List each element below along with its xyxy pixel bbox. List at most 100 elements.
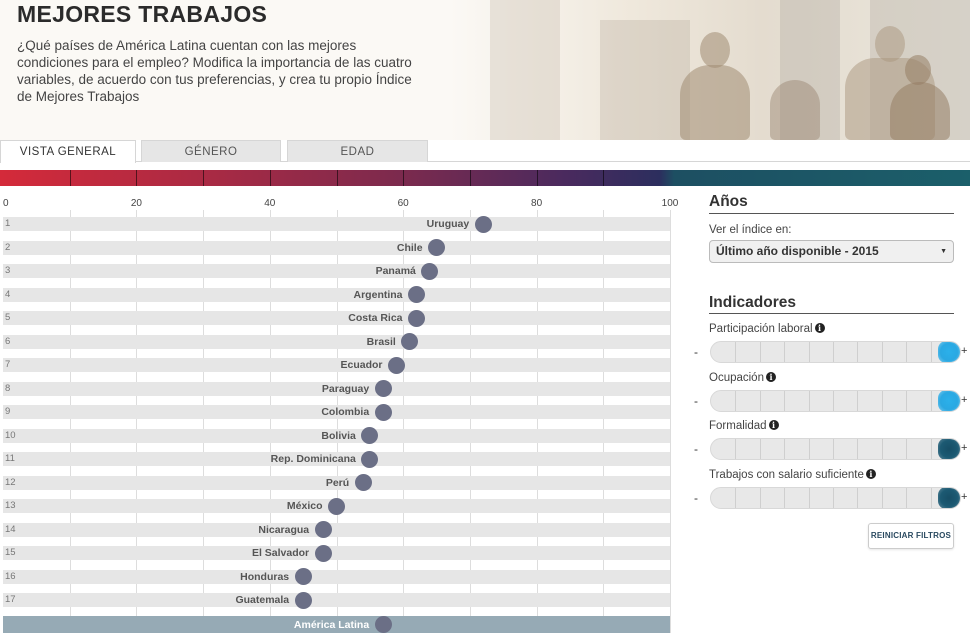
indicator-label-text: Trabajos con salario suficiente: [709, 469, 864, 481]
country-label: Bolivia: [321, 429, 356, 442]
data-point[interactable]: [294, 591, 312, 609]
table-row[interactable]: [3, 217, 670, 231]
table-row[interactable]: [3, 240, 670, 255]
info-icon[interactable]: i: [814, 323, 825, 333]
years-section-title: Años: [709, 193, 748, 210]
tab-vista-general[interactable]: VISTA GENERAL: [0, 140, 136, 163]
color-scale-tick: [269, 170, 271, 186]
slider-handle[interactable]: [938, 488, 960, 508]
indicator-slider[interactable]: [710, 390, 961, 412]
rank-label: 4: [5, 288, 11, 300]
average-row[interactable]: [3, 615, 670, 633]
slider-decrease-button[interactable]: -: [694, 442, 698, 456]
table-row[interactable]: [3, 311, 670, 325]
x-tick-label: 40: [264, 198, 276, 209]
table-row[interactable]: [3, 287, 670, 302]
rank-label: 17: [5, 594, 16, 605]
indicators-divider: [709, 313, 954, 314]
data-point[interactable]: [428, 239, 446, 256]
indicator-slider[interactable]: [710, 341, 961, 363]
color-scale-tick: [336, 170, 338, 186]
rank-label: 14: [5, 523, 16, 535]
slider-handle[interactable]: [938, 439, 960, 459]
indicator-slider[interactable]: [710, 487, 961, 509]
gridline: [136, 210, 138, 633]
page-title: MEJORES TRABAJOS: [17, 1, 268, 27]
country-label: Colombia: [321, 406, 370, 418]
indicators-section-title: Indicadores: [709, 294, 796, 311]
data-point[interactable]: [474, 215, 492, 233]
indicator-label-text: Ocupación: [709, 372, 764, 384]
country-label: Costa Rica: [348, 312, 403, 324]
table-row[interactable]: [3, 569, 670, 584]
x-tick-label: 0: [3, 198, 9, 209]
table-row[interactable]: [3, 428, 670, 443]
data-point[interactable]: [314, 521, 332, 538]
data-point[interactable]: [408, 309, 426, 327]
slider-increase-button[interactable]: +: [961, 394, 968, 406]
indicator-label-text: Participación laboral: [709, 323, 813, 335]
rank-label: 2: [5, 241, 11, 253]
indicator-slider[interactable]: [710, 438, 961, 460]
gridline: [469, 210, 471, 633]
data-point[interactable]: [408, 286, 426, 303]
data-point[interactable]: [354, 474, 372, 491]
color-scale-tick: [69, 170, 71, 186]
country-label: Ecuador: [340, 359, 383, 371]
data-point[interactable]: [374, 403, 392, 421]
color-scale-tick: [203, 170, 205, 186]
data-point[interactable]: [294, 568, 312, 585]
data-point[interactable]: [388, 356, 406, 374]
indicator-label: Formalidad i: [709, 420, 779, 432]
table-row[interactable]: [3, 593, 670, 607]
data-point[interactable]: [401, 333, 419, 350]
average-country-label: América Latina: [293, 618, 370, 631]
gridline: [336, 210, 338, 633]
info-icon[interactable]: i: [865, 469, 876, 479]
country-label: Panamá: [375, 265, 416, 277]
rank-label: 13: [5, 500, 16, 511]
indicator-label: Participación laboral i: [709, 323, 825, 335]
table-row[interactable]: [3, 522, 670, 537]
data-point[interactable]: [374, 380, 392, 397]
rank-label: 12: [5, 476, 16, 488]
data-point[interactable]: [361, 427, 379, 444]
table-row[interactable]: [3, 358, 670, 372]
table-row[interactable]: [3, 381, 670, 396]
data-point[interactable]: [328, 497, 345, 515]
gridline: [69, 210, 71, 633]
data-point[interactable]: [314, 544, 332, 562]
table-row[interactable]: [3, 264, 670, 278]
table-row[interactable]: [3, 405, 670, 419]
table-row[interactable]: [3, 546, 670, 560]
tab-genero[interactable]: GÉNERO: [141, 140, 281, 162]
slider-decrease-button[interactable]: -: [694, 345, 698, 359]
table-row[interactable]: [3, 334, 670, 349]
slider-handle[interactable]: [938, 342, 960, 362]
reset-filters-button[interactable]: REINICIAR FILTROS: [868, 523, 954, 549]
x-tick-label: 100: [661, 198, 679, 209]
slider-increase-button[interactable]: +: [961, 345, 968, 357]
chevron-down-icon: ▼: [940, 248, 947, 255]
x-tick-label: 80: [531, 198, 543, 209]
header-background-image: [450, 0, 970, 140]
info-icon[interactable]: i: [765, 372, 776, 382]
table-row[interactable]: [3, 452, 670, 466]
year-select[interactable]: Último año disponible - 2015 ▼: [709, 240, 954, 263]
tab-edad[interactable]: EDAD: [287, 140, 428, 162]
slider-increase-button[interactable]: +: [961, 442, 968, 454]
data-point[interactable]: [361, 450, 379, 468]
info-icon[interactable]: i: [768, 420, 779, 430]
color-scale-tick: [469, 170, 471, 186]
average-data-point[interactable]: [374, 616, 392, 633]
x-tick-label: 20: [130, 198, 142, 209]
rank-label: 3: [5, 265, 11, 276]
slider-increase-button[interactable]: +: [961, 491, 968, 503]
slider-decrease-button[interactable]: -: [694, 394, 698, 408]
slider-handle[interactable]: [938, 391, 960, 411]
data-point[interactable]: [421, 262, 439, 280]
country-label: Brasil: [366, 335, 396, 348]
slider-decrease-button[interactable]: -: [694, 491, 698, 505]
gridline: [269, 210, 271, 633]
table-row[interactable]: [3, 475, 670, 490]
